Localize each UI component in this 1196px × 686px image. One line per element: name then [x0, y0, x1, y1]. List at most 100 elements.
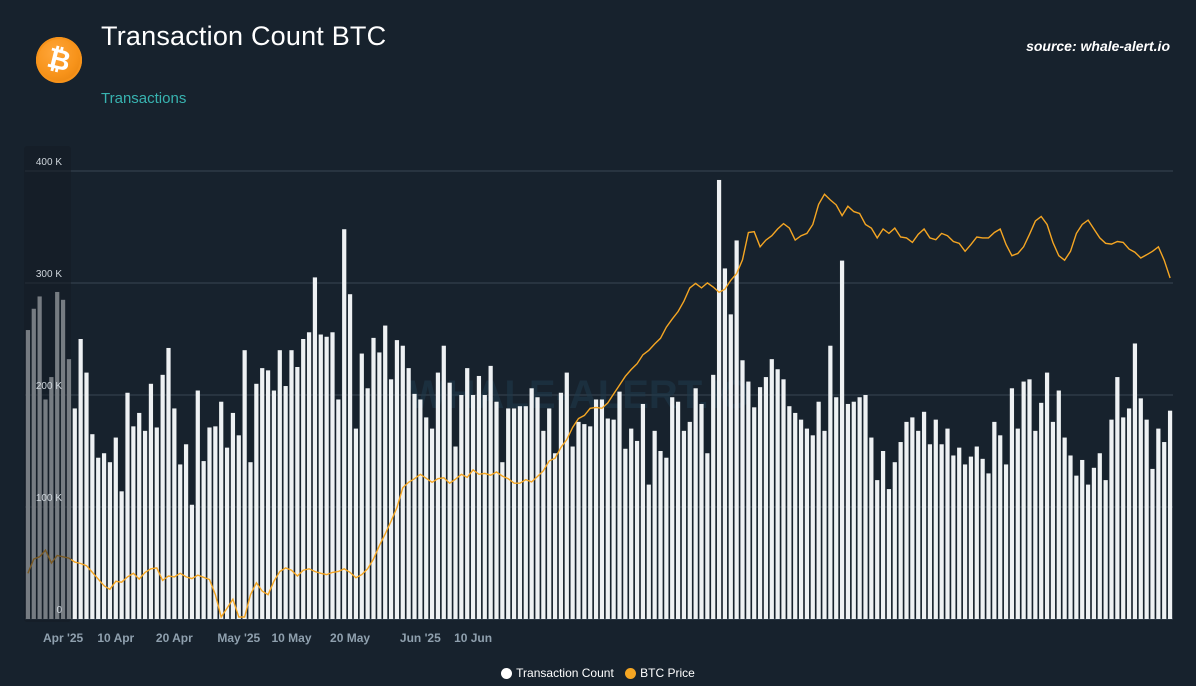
- bar-91: [558, 392, 564, 619]
- bar-155: [933, 419, 938, 619]
- bar-9: [78, 339, 83, 619]
- bar-140: [845, 403, 851, 619]
- bar-161: [968, 456, 974, 619]
- bar-12: [96, 457, 101, 619]
- bar-109: [664, 457, 669, 619]
- bar-17: [125, 392, 130, 619]
- bar-74: [459, 395, 464, 619]
- bar-38: [248, 462, 253, 619]
- bar-104: [634, 440, 640, 619]
- bar-27: [183, 444, 189, 619]
- bar-52: [330, 332, 335, 619]
- bar-179: [1074, 475, 1079, 619]
- bar-8: [72, 408, 77, 619]
- bar-151: [910, 417, 915, 619]
- bar-166: [998, 435, 1003, 619]
- bar-70: [435, 372, 441, 619]
- legend-item-transaction-count[interactable]: Transaction Count: [501, 666, 614, 680]
- bar-23: [160, 374, 165, 619]
- bar-82: [506, 408, 511, 619]
- bar-18: [131, 426, 136, 619]
- bar-46: [295, 367, 300, 619]
- bar-143: [863, 395, 868, 619]
- y-tick-label-2: 200 K: [36, 381, 62, 392]
- bar-57: [359, 353, 364, 619]
- bar-130: [787, 406, 792, 619]
- bar-169: [1015, 428, 1020, 619]
- bar-97: [593, 399, 599, 619]
- bar-164: [986, 473, 991, 619]
- bar-64: [400, 345, 405, 619]
- bar-147: [886, 489, 892, 619]
- bar-121: [734, 240, 739, 619]
- bitcoin-icon: ₿: [36, 37, 82, 83]
- bar-172: [1033, 430, 1038, 619]
- bar-106: [646, 484, 651, 619]
- bar-69: [429, 428, 435, 619]
- legend-item-btc-price[interactable]: BTC Price: [625, 666, 695, 680]
- bar-148: [892, 462, 897, 619]
- x-tick-label-3: May '25: [217, 631, 260, 645]
- bar-154: [927, 444, 933, 619]
- bar-59: [371, 337, 376, 619]
- bar-39: [254, 383, 259, 619]
- bar-90: [552, 453, 558, 619]
- bar-107: [652, 430, 657, 619]
- bar-180: [1080, 459, 1085, 619]
- bar-129: [781, 379, 786, 619]
- bar-67: [418, 399, 423, 619]
- bar-192: [1150, 468, 1155, 619]
- bar-36: [236, 435, 241, 619]
- bar-190: [1138, 398, 1143, 619]
- bar-42: [271, 390, 277, 619]
- bar-160: [962, 464, 968, 619]
- bar-80: [494, 401, 499, 619]
- legend-swatch-btc-price: [625, 667, 637, 679]
- bar-126: [763, 377, 769, 619]
- bar-113: [687, 421, 692, 619]
- bar-132: [798, 419, 804, 619]
- bar-19: [137, 412, 142, 619]
- bar-144: [869, 437, 874, 619]
- bar-89: [547, 408, 552, 619]
- bar-183: [1097, 453, 1102, 619]
- bar-94: [576, 421, 581, 619]
- bar-178: [1068, 455, 1073, 619]
- bar-29: [195, 390, 200, 619]
- bar-174: [1044, 372, 1050, 619]
- bar-93: [570, 446, 575, 619]
- bar-62: [388, 379, 394, 619]
- bar-100: [611, 419, 616, 619]
- bar-194: [1162, 442, 1167, 619]
- bar-102: [623, 448, 628, 619]
- chart-subtitle: Transactions: [101, 90, 187, 107]
- bar-53: [336, 399, 341, 619]
- bar-25: [172, 408, 177, 619]
- bar-108: [658, 451, 663, 619]
- btc-price-line: [27, 193, 1171, 619]
- bar-162: [974, 446, 979, 619]
- bar-99: [605, 418, 610, 619]
- bar-195: [1167, 410, 1173, 619]
- bar-156: [939, 444, 944, 619]
- bar-141: [851, 401, 856, 619]
- bar-187: [1121, 417, 1126, 619]
- bar-78: [482, 395, 487, 619]
- bar-71: [441, 345, 446, 619]
- bar-136: [822, 430, 827, 619]
- bar-137: [828, 345, 833, 619]
- bar-92: [564, 372, 569, 619]
- bar-31: [207, 427, 212, 619]
- bar-103: [629, 428, 634, 619]
- x-tick-label-4: 10 May: [271, 631, 311, 645]
- bar-22: [154, 427, 159, 619]
- bar-105: [640, 403, 646, 619]
- bar-49: [312, 277, 318, 619]
- x-tick-label-7: 10 Jun: [454, 631, 492, 645]
- bar-48: [306, 332, 312, 619]
- bar-176: [1056, 390, 1061, 619]
- bar-123: [746, 381, 751, 619]
- bar-81: [500, 462, 505, 619]
- bar-124: [752, 407, 757, 619]
- bar-110: [670, 397, 675, 619]
